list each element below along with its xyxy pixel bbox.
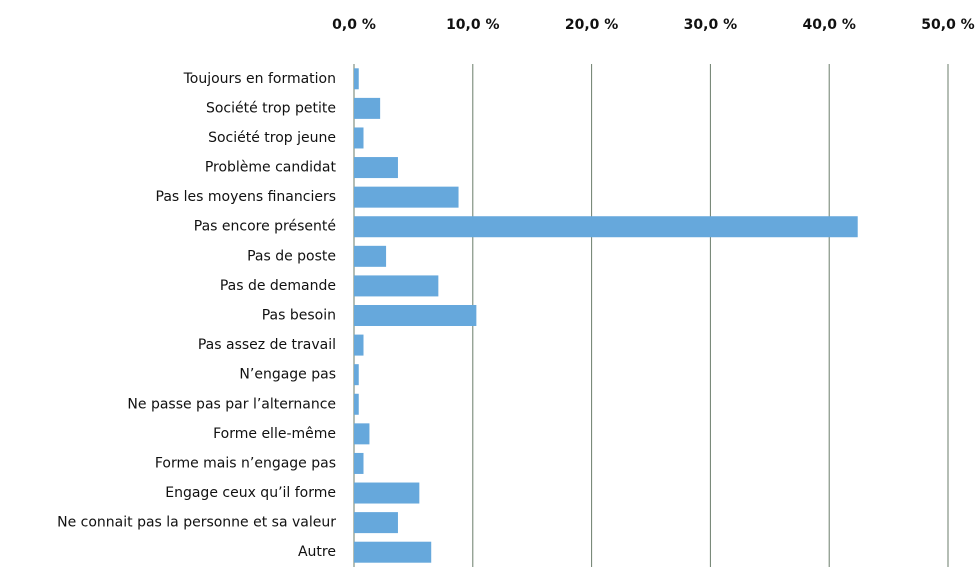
y-tick-label: Société trop jeune (208, 130, 336, 146)
bar (354, 68, 359, 90)
x-tick-label: 20,0 % (565, 17, 618, 33)
y-tick-label: Ne passe pas par l’alternance (127, 396, 336, 412)
bar (354, 452, 364, 474)
bar (354, 186, 459, 208)
bar (354, 482, 420, 504)
y-tick-label: Autre (298, 544, 336, 560)
bar (354, 541, 432, 563)
y-tick-label: Problème candidat (205, 160, 337, 176)
bar (354, 512, 398, 534)
y-tick-label: Pas de demande (220, 278, 336, 294)
y-tick-label: Forme mais n’engage pas (155, 455, 336, 471)
bar (354, 275, 439, 297)
y-tick-label: Pas encore présenté (194, 219, 336, 235)
bar (354, 423, 370, 445)
y-tick-label: Ne connait pas la personne et sa valeur (57, 515, 336, 531)
x-tick-label: 10,0 % (446, 17, 499, 33)
bar (354, 127, 364, 149)
y-tick-label: Forme elle-même (213, 426, 336, 442)
y-tick-label: Société trop petite (206, 100, 336, 116)
x-tick-label: 50,0 % (921, 17, 974, 33)
y-tick-label: N’engage pas (239, 367, 336, 383)
y-tick-label: Engage ceux qu’il forme (165, 485, 336, 501)
y-tick-label: Pas les moyens financiers (156, 189, 337, 205)
x-tick-label: 0,0 % (332, 17, 376, 33)
y-tick-label: Pas de poste (247, 248, 336, 264)
bar (354, 334, 364, 356)
x-tick-label: 30,0 % (684, 17, 737, 33)
y-tick-label: Toujours en formation (183, 71, 336, 87)
bar (354, 97, 381, 119)
bar (354, 245, 387, 267)
bar (354, 216, 858, 238)
bar (354, 364, 359, 386)
y-tick-label: Pas besoin (262, 308, 336, 324)
bar (354, 305, 477, 326)
y-tick-label: Pas assez de travail (198, 337, 336, 353)
x-tick-label: 40,0 % (802, 17, 855, 33)
bar (354, 393, 359, 415)
bar (354, 157, 398, 179)
